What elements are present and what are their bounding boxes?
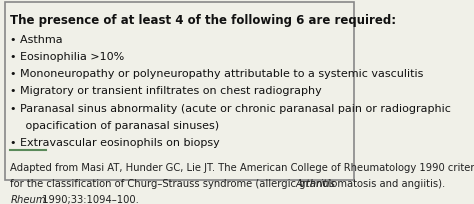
Text: Arthritis: Arthritis bbox=[296, 178, 336, 188]
Text: for the classification of Churg–Strauss syndrome (allergic granulomatosis and an: for the classification of Churg–Strauss … bbox=[10, 178, 449, 188]
Text: opacification of paranasal sinuses): opacification of paranasal sinuses) bbox=[15, 120, 219, 130]
Text: • Paranasal sinus abnormality (acute or chronic paranasal pain or radiographic: • Paranasal sinus abnormality (acute or … bbox=[10, 103, 451, 113]
Text: Adapted from Masi AT, Hunder GC, Lie JT. The American College of Rheumatology 19: Adapted from Masi AT, Hunder GC, Lie JT.… bbox=[10, 163, 474, 173]
Text: The presence of at least 4 of the following 6 are required:: The presence of at least 4 of the follow… bbox=[10, 14, 396, 27]
Text: • Extravascular eosinophils on biopsy: • Extravascular eosinophils on biopsy bbox=[10, 137, 220, 147]
Text: • Eosinophilia >10%: • Eosinophilia >10% bbox=[10, 52, 125, 62]
Text: Rheum.: Rheum. bbox=[10, 194, 49, 204]
Text: • Asthma: • Asthma bbox=[10, 35, 63, 45]
Text: • Migratory or transient infiltrates on chest radiography: • Migratory or transient infiltrates on … bbox=[10, 86, 322, 96]
Text: 1990;33:1094–100.: 1990;33:1094–100. bbox=[39, 194, 139, 204]
Text: • Mononeuropathy or polyneuropathy attributable to a systemic vasculitis: • Mononeuropathy or polyneuropathy attri… bbox=[10, 69, 424, 79]
FancyBboxPatch shape bbox=[5, 3, 354, 180]
